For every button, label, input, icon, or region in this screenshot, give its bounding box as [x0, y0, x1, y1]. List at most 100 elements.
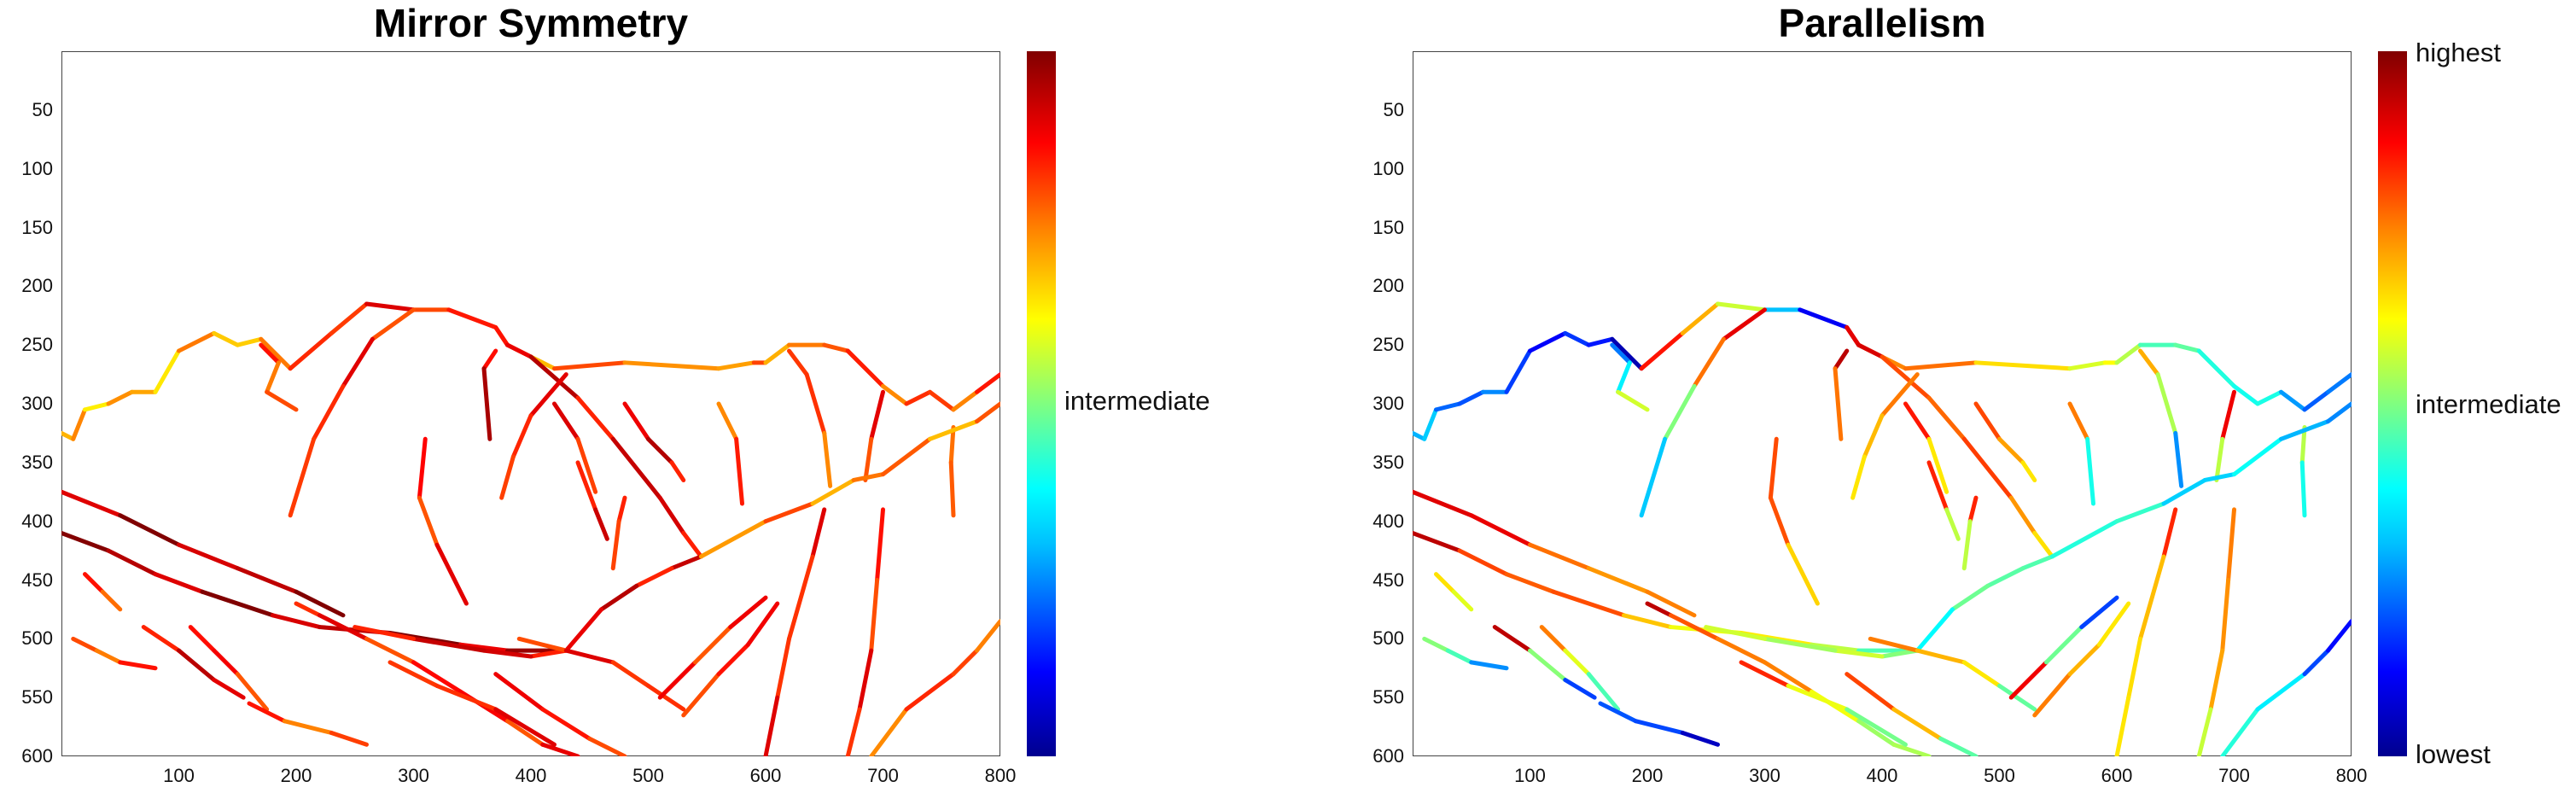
y-tick-label: 200 — [21, 275, 53, 297]
contour-segment — [763, 501, 815, 524]
contour-segment — [1938, 736, 1979, 756]
contour-segment — [318, 613, 369, 641]
contour-segment — [1868, 636, 1920, 653]
contour-segment — [869, 707, 909, 756]
contour-segment — [1434, 401, 1462, 412]
contour-segment — [540, 707, 592, 741]
contour-segment — [1967, 495, 1979, 524]
contour-segment — [118, 660, 158, 671]
y-tick-label: 250 — [1373, 334, 1404, 356]
contour-segment — [1598, 701, 1638, 724]
colorbar-label-intermediate: intermediate — [1064, 386, 1210, 416]
x-tick-label: 200 — [280, 765, 312, 786]
contour-segment — [975, 619, 1000, 653]
contour-segment — [200, 589, 275, 618]
contour-segment — [1622, 613, 1673, 630]
contour-segment — [2067, 642, 2101, 677]
contour-segment — [1451, 589, 1474, 612]
chart-title-parallelism: Parallelism — [1778, 1, 1986, 45]
contour-segment — [948, 425, 956, 465]
contour-segment — [1528, 648, 1568, 683]
contour-segment — [141, 625, 181, 653]
y-tick-label: 550 — [1373, 686, 1404, 709]
contour-segment — [1639, 330, 1685, 371]
contour-segment — [698, 519, 768, 559]
contour-segment — [2302, 389, 2330, 412]
contour-segment — [212, 330, 240, 347]
contour-segment — [616, 495, 627, 524]
contour-segment — [575, 436, 598, 494]
contour-segment — [1663, 383, 1697, 441]
contour-segment — [1862, 413, 1885, 459]
x-tick-label: 600 — [2101, 765, 2133, 786]
contour-segment — [869, 578, 880, 653]
contour-segment — [1551, 589, 1626, 618]
chart-panel-left: Mirror Symmetry 50 100 150 200 250 300 350 400 4… — [21, 1, 1210, 786]
contour-segment — [61, 430, 76, 441]
contour-segment — [2302, 648, 2330, 677]
contour-segment — [505, 719, 545, 747]
contour-segment — [1680, 730, 1720, 747]
contour-segment — [1645, 601, 1673, 618]
contour-segment — [83, 572, 105, 594]
contour-segment — [2226, 507, 2236, 582]
y-tick-label: 600 — [21, 745, 53, 767]
contour-segment — [1961, 519, 1973, 571]
colorbar — [1027, 51, 1056, 756]
contour-segment — [2220, 707, 2260, 756]
contour-segment — [1413, 489, 1474, 518]
contour-segment — [1845, 325, 1861, 347]
contour-segment — [1997, 683, 2037, 712]
contour-segment — [716, 401, 739, 441]
contour-segment — [657, 495, 686, 535]
contour-segment — [552, 401, 580, 441]
contour-segment — [1716, 301, 1767, 312]
contour-segment — [499, 454, 516, 500]
contour-segment — [1616, 389, 1650, 412]
contour-segment — [2032, 672, 2072, 718]
contour-segment — [2044, 625, 2084, 665]
contour-segment — [2067, 401, 2090, 441]
contour-segment — [71, 407, 87, 441]
contour-segment — [2326, 401, 2352, 424]
contour-segment — [1616, 360, 1632, 394]
chart-title-mirror-symmetry: Mirror Symmetry — [373, 1, 689, 45]
contour-segment — [1721, 307, 1767, 341]
contour-segment — [563, 607, 603, 653]
contour-segment — [341, 336, 375, 388]
contour-segment — [1833, 648, 1885, 659]
contour-segment — [1926, 460, 1949, 512]
contour-segment — [975, 401, 1000, 424]
contour-segment — [2202, 472, 2236, 482]
y-tick-label: 350 — [1373, 451, 1404, 473]
contour-segment — [1763, 660, 1814, 694]
y-tick-label: 500 — [1373, 627, 1404, 650]
contour-segment — [1528, 542, 1591, 571]
y-tick-label: 100 — [1373, 157, 1404, 179]
colorbar-label-highest: highest — [2416, 38, 2501, 67]
contour-segment — [951, 648, 979, 677]
x-tick-label: 400 — [515, 765, 547, 786]
contour-segment — [1445, 648, 1474, 665]
contour-segment — [1833, 348, 1850, 371]
contour-segment — [481, 348, 498, 371]
contour-segment — [329, 730, 369, 747]
contour-segment — [681, 672, 721, 718]
contour-segment — [1856, 342, 1885, 359]
contour-segment — [669, 554, 703, 571]
contour-segment — [94, 648, 123, 665]
contour-segment — [2096, 601, 2131, 647]
y-tick-label: 350 — [21, 451, 53, 473]
contour-segment — [153, 572, 205, 594]
contour-segment — [1856, 719, 1897, 747]
contour-segment — [353, 625, 416, 641]
contour-segment — [1528, 330, 1568, 353]
contour-segment — [2155, 372, 2178, 435]
contour-segment — [177, 648, 217, 683]
contour-segment — [2032, 530, 2054, 559]
contour-segment — [2049, 519, 2119, 559]
contour-segment — [1692, 336, 1726, 388]
contour-segment — [1903, 360, 1979, 371]
contour-segment — [716, 360, 756, 371]
contour-segment — [634, 566, 674, 588]
